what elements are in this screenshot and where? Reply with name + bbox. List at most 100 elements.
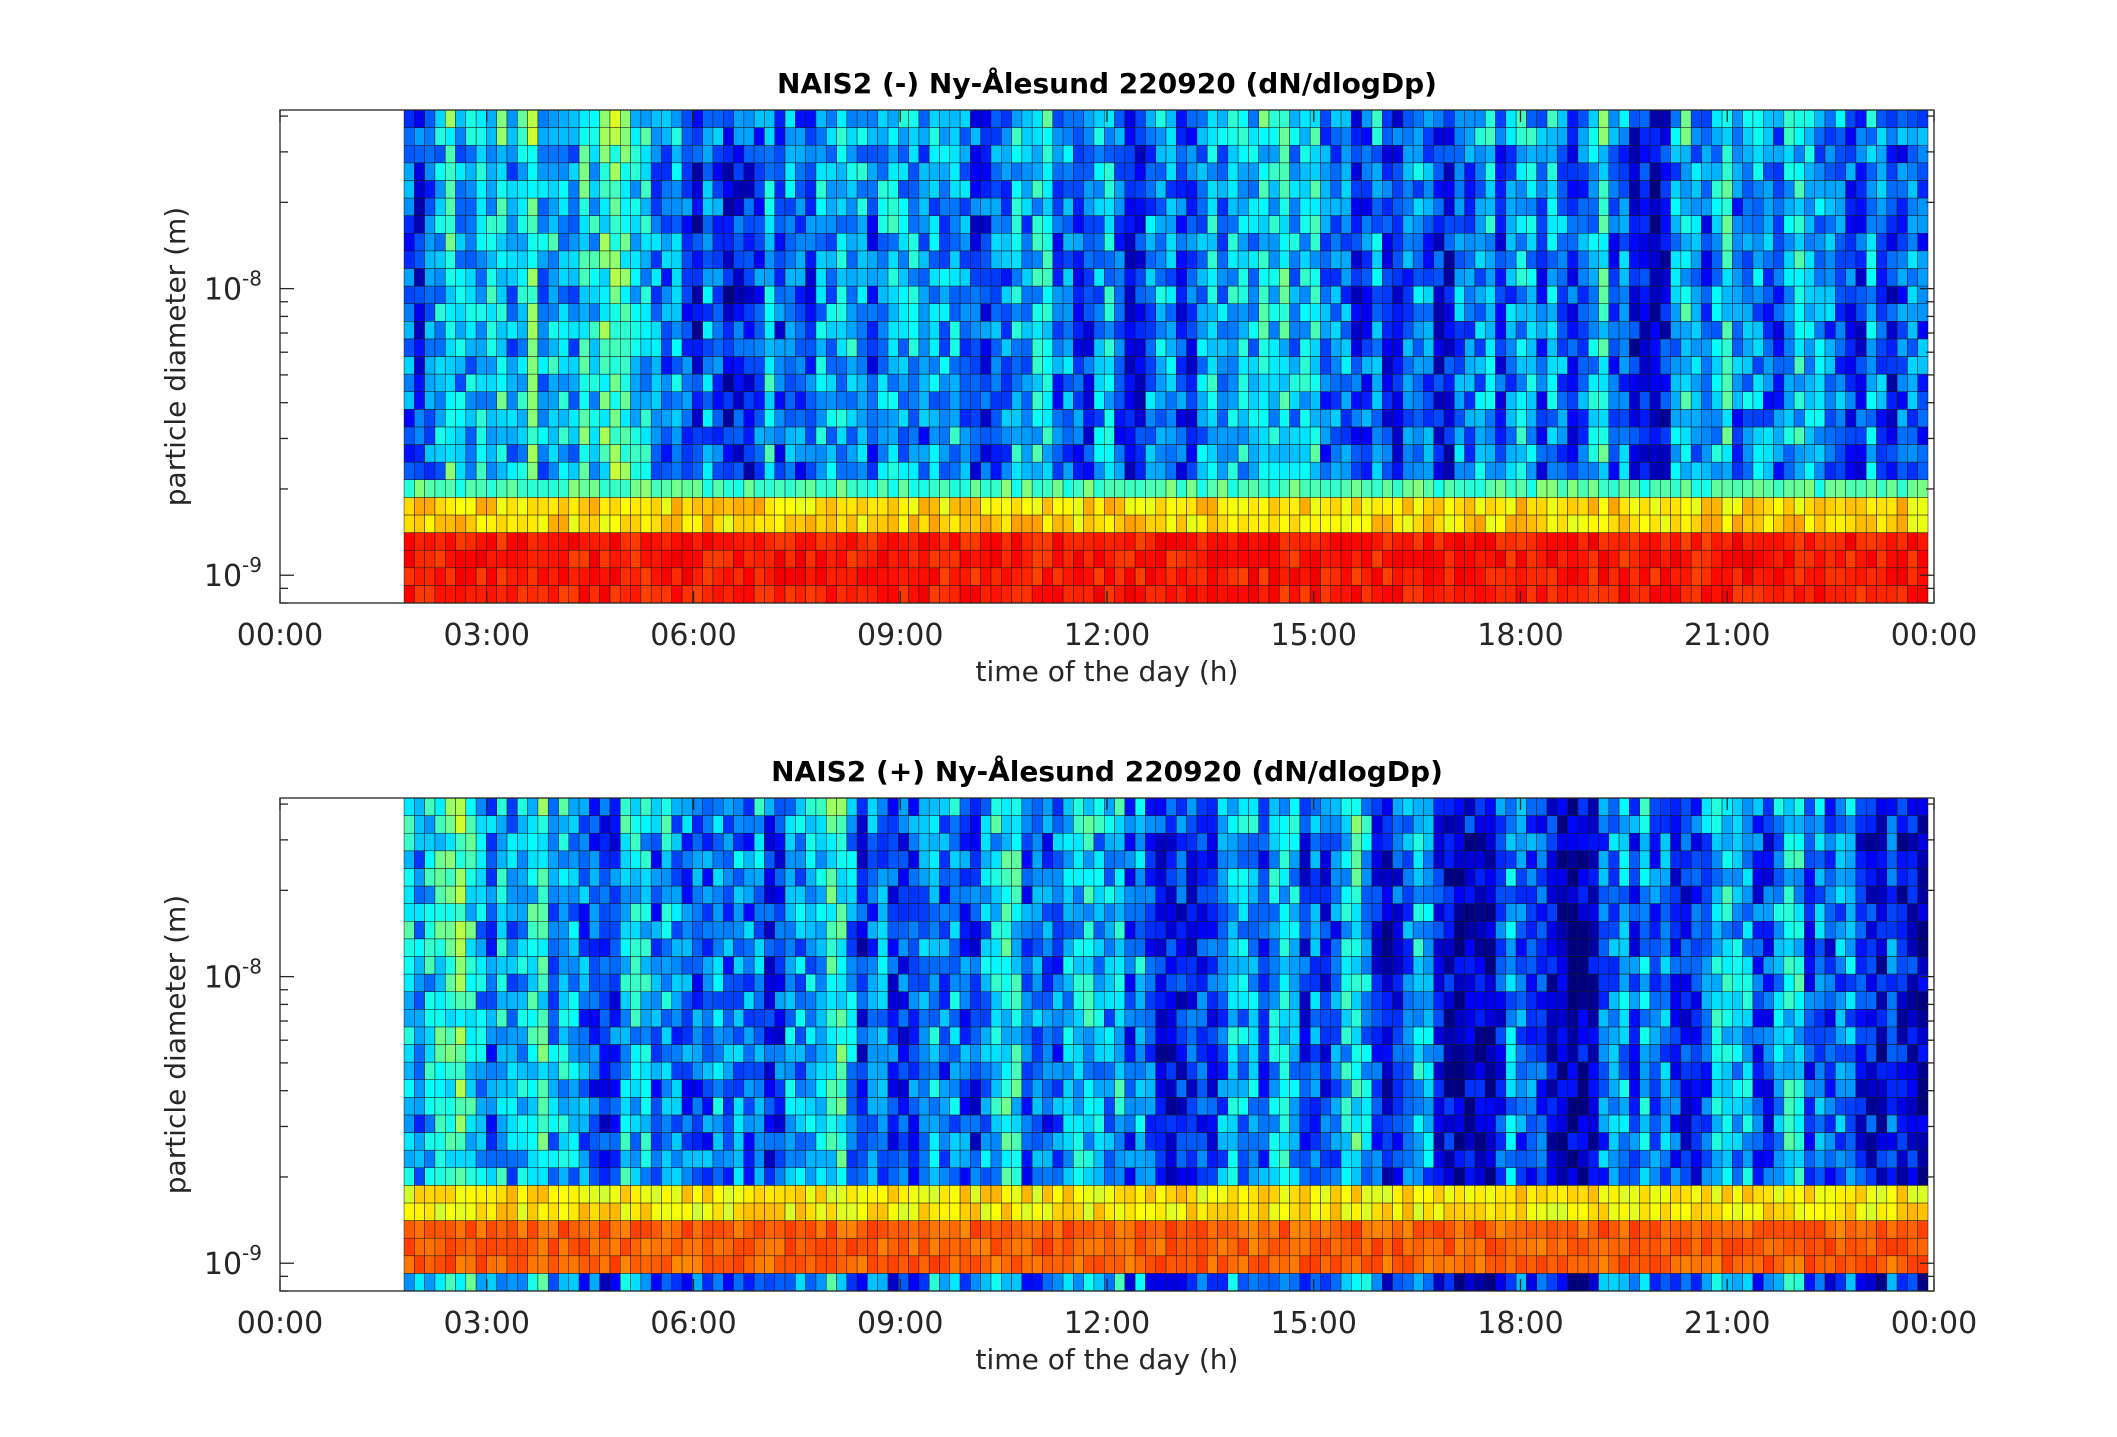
heatmap-cell — [795, 1220, 806, 1239]
heatmap-cell — [1165, 356, 1177, 375]
heatmap-cell — [681, 285, 693, 304]
heatmap-cell — [578, 215, 590, 234]
heatmap-cell — [1062, 409, 1074, 428]
heatmap-cell — [1557, 585, 1568, 604]
heatmap-cell — [1484, 1202, 1496, 1221]
heatmap-cell — [1279, 585, 1290, 604]
heatmap-cell — [764, 144, 775, 164]
heatmap-cell — [1443, 1202, 1455, 1221]
heatmap-cell — [1618, 585, 1630, 604]
heatmap-cell — [1021, 567, 1033, 586]
heatmap-cell — [846, 1255, 858, 1274]
heatmap-cell — [1907, 233, 1918, 252]
heatmap-cell — [1886, 268, 1898, 287]
heatmap-cell — [527, 1273, 539, 1292]
heatmap-cell — [1227, 549, 1239, 569]
heatmap-cell — [1423, 162, 1434, 181]
heatmap-cell — [1773, 549, 1785, 569]
heatmap-cell — [475, 285, 487, 304]
heatmap-cell — [1464, 127, 1476, 146]
heatmap-cell — [795, 426, 806, 445]
heatmap-cell — [1340, 497, 1352, 516]
heatmap-cell — [1917, 567, 1929, 586]
heatmap-cell — [743, 532, 755, 551]
heatmap-cell — [1824, 268, 1836, 287]
heatmap-cell — [1639, 461, 1651, 481]
heatmap-cell — [1835, 373, 1846, 392]
heatmap-cell — [1021, 373, 1033, 392]
heatmap-cell — [712, 215, 724, 234]
heatmap-cell — [1773, 1255, 1785, 1274]
heatmap-cell — [537, 127, 549, 146]
heatmap-cell — [1907, 197, 1918, 216]
heatmap-cell — [1484, 250, 1496, 269]
heatmap-cell — [1649, 127, 1661, 146]
heatmap-cell — [434, 549, 446, 569]
heatmap-cell — [1299, 567, 1311, 586]
heatmap-cell — [980, 250, 992, 269]
heatmap-cell — [1258, 356, 1270, 375]
heatmap-cell — [1134, 1255, 1146, 1274]
heatmap-cell — [1577, 373, 1589, 392]
heatmap-cell — [1639, 444, 1651, 463]
heatmap-cell — [568, 233, 580, 252]
heatmap-cell — [1690, 409, 1702, 428]
heatmap-cell — [1536, 532, 1548, 551]
heatmap-cell — [723, 162, 734, 181]
heatmap-cell — [774, 426, 786, 445]
heatmap-cell — [939, 532, 951, 551]
heatmap-cell — [661, 1202, 673, 1221]
heatmap-cell — [1876, 444, 1888, 463]
heatmap-cell — [414, 109, 425, 128]
heatmap-cell — [1083, 233, 1095, 252]
heatmap-cell — [1227, 321, 1239, 340]
heatmap-cell — [723, 1202, 734, 1221]
heatmap-cell — [434, 197, 446, 216]
heatmap-cell — [1299, 1202, 1311, 1221]
heatmap-cell — [599, 1185, 611, 1204]
heatmap-cell — [620, 303, 631, 322]
heatmap-cell — [774, 197, 786, 216]
heatmap-cell — [1639, 303, 1651, 322]
heatmap-cell — [1134, 373, 1146, 392]
heatmap-cell — [589, 461, 600, 481]
heatmap-cell — [990, 391, 1002, 410]
heatmap-cell — [1423, 233, 1434, 252]
heatmap-cell — [825, 250, 837, 269]
heatmap-cell — [444, 162, 456, 181]
heatmap-cell — [1093, 497, 1105, 516]
heatmap-cell — [1186, 373, 1198, 392]
heatmap-cell — [1021, 585, 1033, 604]
heatmap-cell — [455, 461, 467, 481]
heatmap-cell — [1763, 338, 1774, 357]
heatmap-cell — [1001, 127, 1012, 146]
heatmap-cell — [1001, 250, 1012, 269]
heatmap-cell — [1392, 426, 1404, 445]
heatmap-cell — [1340, 1237, 1352, 1257]
heatmap-cell — [424, 409, 436, 428]
heatmap-cell — [1392, 444, 1404, 463]
heatmap-cell — [1793, 391, 1805, 410]
heatmap-cell — [1443, 567, 1455, 586]
heatmap-cell — [547, 303, 559, 322]
heatmap-cell — [1876, 373, 1888, 392]
heatmap-cell — [1824, 197, 1836, 216]
heatmap-cell — [1639, 180, 1651, 199]
heatmap-cell — [1361, 162, 1373, 181]
heatmap-cell — [1361, 127, 1373, 146]
heatmap-cell — [877, 585, 889, 604]
heatmap-cell — [949, 585, 961, 604]
heatmap-cell — [1690, 127, 1702, 146]
heatmap-cell — [1021, 233, 1033, 252]
heatmap-cell — [908, 1202, 920, 1221]
heatmap-cell — [1433, 585, 1445, 604]
heatmap-cell — [1536, 356, 1548, 375]
heatmap-cell — [568, 1202, 580, 1221]
heatmap-cell — [1587, 409, 1599, 428]
heatmap-cell — [898, 461, 909, 481]
heatmap-cell — [681, 162, 693, 181]
heatmap-cell — [1804, 567, 1815, 586]
heatmap-cell — [1062, 373, 1074, 392]
heatmap-cell — [1330, 180, 1342, 199]
